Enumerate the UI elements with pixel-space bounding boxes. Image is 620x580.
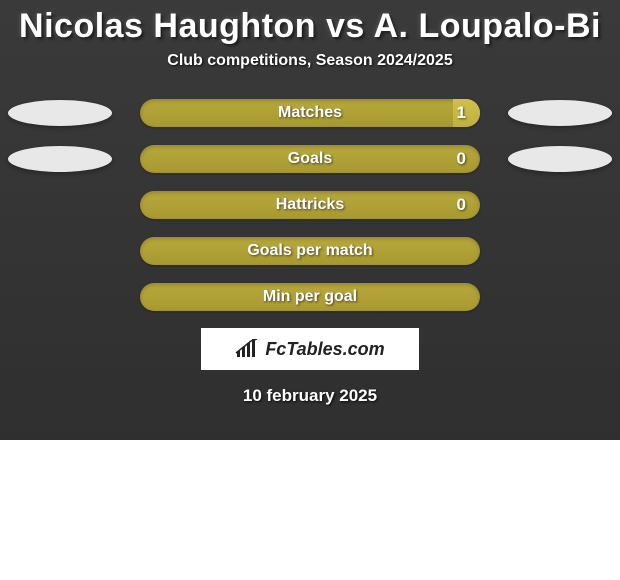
date-text: 10 february 2025 <box>0 386 620 406</box>
stat-bar: Hattricks 0 <box>140 191 480 219</box>
player-right-marker <box>508 146 612 172</box>
stat-row: Hattricks 0 <box>0 190 620 220</box>
stat-value: 1 <box>457 99 466 127</box>
stat-bar: Goals 0 <box>140 145 480 173</box>
stat-bar: Min per goal <box>140 283 480 311</box>
bar-chart-icon <box>235 339 261 359</box>
stat-rows: Matches 1 Goals 0 Hattricks 0 Goals per … <box>0 98 620 312</box>
stat-bar: Matches 1 <box>140 99 480 127</box>
logo-text: FcTables.com <box>265 339 384 360</box>
player-right-marker <box>508 100 612 126</box>
page-title: Nicolas Haughton vs A. Loupalo-Bi <box>0 5 620 52</box>
player-left-marker <box>8 146 112 172</box>
stat-value: 0 <box>457 191 466 219</box>
stat-label: Goals <box>140 145 480 173</box>
stat-row: Goals per match <box>0 236 620 266</box>
stat-label: Min per goal <box>140 283 480 311</box>
subtitle: Club competitions, Season 2024/2025 <box>0 52 620 70</box>
logo-box: FcTables.com <box>201 328 419 370</box>
stat-label: Hattricks <box>140 191 480 219</box>
stat-row: Matches 1 <box>0 98 620 128</box>
comparison-card: Nicolas Haughton vs A. Loupalo-Bi Club c… <box>0 0 620 440</box>
stat-label: Goals per match <box>140 237 480 265</box>
stat-bar: Goals per match <box>140 237 480 265</box>
whitespace-below <box>0 440 620 580</box>
stat-row: Goals 0 <box>0 144 620 174</box>
stat-row: Min per goal <box>0 282 620 312</box>
stat-label: Matches <box>140 99 480 127</box>
stat-value: 0 <box>457 145 466 173</box>
player-left-marker <box>8 100 112 126</box>
